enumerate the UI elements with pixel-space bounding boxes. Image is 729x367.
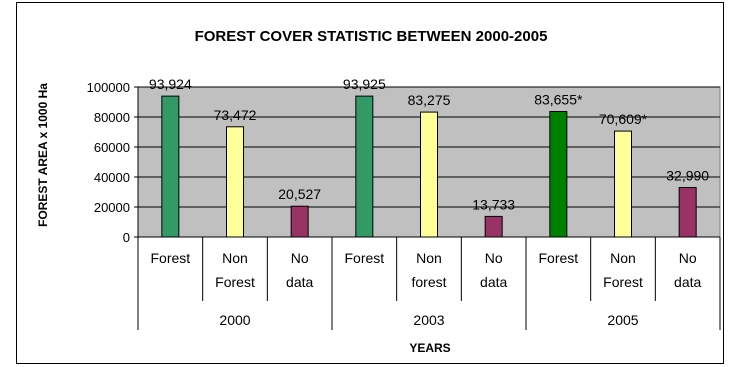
category-label: data (286, 274, 313, 290)
category-label: Forest (150, 250, 190, 266)
bar-value-label: 73,472 (214, 107, 257, 123)
bar-value-label: 70,609* (599, 111, 648, 127)
labels-layer: 0 20000 40000 60000 80000 100000 93,924 Forest 7… (87, 76, 710, 328)
bar-2005-no-data (678, 187, 697, 238)
bar-2003-non-forest (420, 111, 438, 238)
year-group-label: 2003 (413, 312, 444, 328)
category-label: data (480, 274, 507, 290)
y-tick-label: 60000 (94, 140, 130, 155)
bar-value-label: 20,527 (278, 186, 321, 202)
bar-value-label: 13,733 (472, 196, 515, 212)
category-label: Non (416, 250, 442, 266)
y-tick-label: 100000 (87, 80, 130, 95)
category-label: forest (411, 274, 446, 290)
y-tick-label: 0 (123, 230, 130, 245)
x-axis-title: YEARS (409, 341, 450, 355)
year-group-label: 2005 (607, 312, 638, 328)
bar-value-label: 93,925 (343, 76, 386, 92)
bar-2003-no-data (484, 215, 503, 238)
category-label: Forest (538, 250, 578, 266)
y-tick-label: 80000 (94, 110, 130, 125)
y-tick-label: 20000 (94, 200, 130, 215)
category-label: No (679, 250, 697, 266)
category-label: Forest (603, 274, 643, 290)
category-label: Forest (344, 250, 384, 266)
bar-2005-forest (549, 111, 568, 238)
bar-2000-forest (161, 95, 180, 238)
bar-value-label: 83,275 (408, 92, 451, 108)
plot-area (134, 86, 721, 330)
bar-value-label: 32,990 (666, 168, 709, 184)
category-label: Forest (215, 274, 255, 290)
category-label: Non (610, 250, 636, 266)
bar-2000-non-forest (226, 126, 244, 238)
chart-title: FOREST COVER STATISTIC BETWEEN 2000-2005 (195, 28, 548, 45)
category-label: No (485, 250, 503, 266)
y-tick-label: 40000 (94, 170, 130, 185)
category-label: Non (222, 250, 248, 266)
y-axis-title: FOREST AREA x 1000 Ha (36, 83, 50, 227)
bar-2000-no-data (290, 205, 309, 238)
bar-2003-forest (355, 95, 374, 238)
forest-cover-chart: FOREST COVER STATISTIC BETWEEN 2000-2005… (36, 28, 721, 355)
category-label: No (291, 250, 309, 266)
category-label: data (674, 274, 701, 290)
chart-frame: FOREST COVER STATISTIC BETWEEN 2000-2005… (16, 2, 724, 364)
year-group-label: 2000 (219, 312, 250, 328)
bar-value-label: 83,655* (534, 92, 583, 108)
bar-value-label: 93,924 (149, 76, 192, 92)
bar-2005-non-forest (614, 130, 632, 238)
